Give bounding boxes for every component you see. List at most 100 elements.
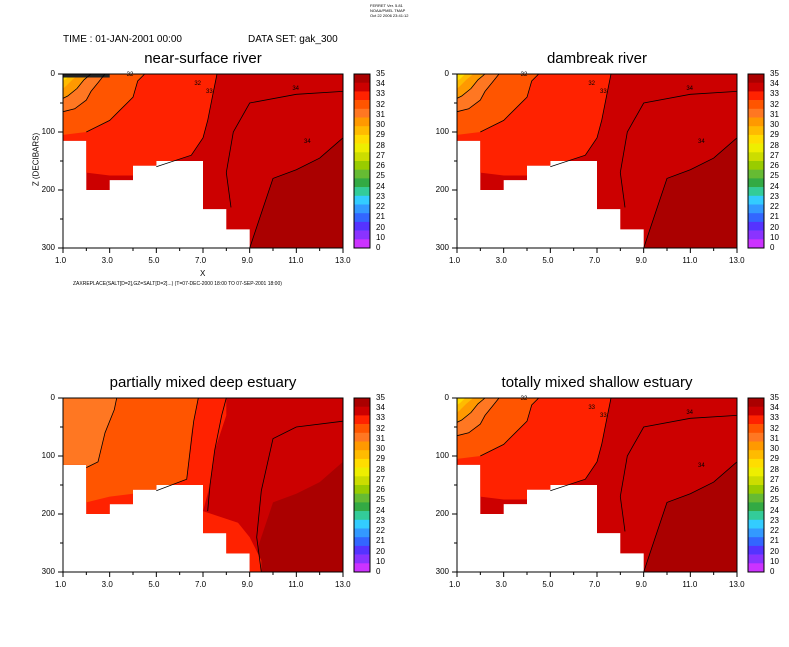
y-tick-label: 200	[435, 185, 449, 194]
contour-label: 32	[588, 80, 596, 87]
colorbar-label: 21	[376, 212, 385, 222]
colorbar-label: 24	[376, 505, 385, 515]
colorbar-swatch	[354, 91, 370, 101]
salinity-field	[457, 398, 737, 572]
colorbar-swatch	[748, 82, 764, 92]
colorbar-label: 20	[770, 222, 779, 232]
contour-line-6	[62, 73, 92, 99]
panel-title: totally mixed shallow estuary	[501, 374, 693, 391]
colorbar-label: 20	[376, 222, 385, 232]
colorbar-label: 10	[376, 232, 385, 242]
contour-line-3	[207, 397, 227, 512]
colorbar-label: 0	[770, 567, 775, 576]
colorbar-swatch	[354, 161, 370, 170]
colorbar-swatch	[748, 406, 764, 416]
field-band-35	[249, 461, 343, 572]
contour-label: 33	[588, 404, 596, 411]
contour-line-2	[550, 397, 612, 492]
colorbar-swatch	[354, 554, 370, 564]
x-tick-label: 5.0	[148, 580, 160, 589]
contour-line-3	[619, 91, 738, 208]
contour-label: 34	[686, 86, 694, 93]
colorbar-swatch	[748, 126, 764, 136]
colorbar-frame	[353, 397, 371, 573]
colorbar-label: 25	[376, 171, 385, 181]
colorbar-swatch	[354, 441, 370, 451]
version-line-1: FERRET Ver. 5.81	[370, 3, 403, 8]
colorbar-label: 32	[376, 99, 385, 109]
contour-line-4	[643, 137, 738, 249]
colorbar-label: 26	[376, 485, 385, 495]
chart-panel-2	[452, 73, 765, 253]
colorbar-label: 23	[770, 515, 779, 525]
colorbar-label: 33	[770, 89, 779, 99]
colorbar-swatch	[354, 204, 370, 214]
field-band-35	[643, 137, 737, 248]
colorbar-swatch	[354, 239, 370, 249]
contour-line-2	[550, 73, 612, 168]
colorbar-label: 22	[770, 202, 779, 212]
contour-line-4	[643, 461, 738, 573]
colorbar	[353, 397, 371, 573]
colorbar-label: 21	[770, 536, 779, 546]
dataset-label: DATA SET: gak_300	[248, 34, 338, 45]
y-tick-label: 200	[435, 509, 449, 518]
colorbar-frame	[353, 73, 371, 249]
colorbar-swatch	[748, 134, 764, 144]
colorbar-swatch	[748, 537, 764, 547]
colorbar-swatch	[748, 398, 764, 407]
x-tick-label: 7.0	[195, 256, 207, 265]
contour-line-1	[86, 73, 145, 133]
field-band-dense	[63, 74, 110, 78]
colorbar-swatch	[354, 493, 370, 503]
x-tick-label: 3.0	[495, 256, 507, 265]
contour-label: 34	[698, 462, 705, 469]
colorbar-swatch	[748, 152, 764, 162]
field-band-28	[457, 74, 466, 81]
contour-line-1	[480, 73, 539, 133]
colorbar-swatch	[748, 545, 764, 555]
colorbar-label: 30	[770, 120, 779, 130]
colorbar-label: 30	[376, 120, 385, 130]
colorbar-swatch	[748, 239, 764, 249]
x-tick-label: 7.0	[589, 580, 601, 589]
y-tick-label: 300	[41, 567, 55, 576]
y-axis-label: Z (DECIBARS)	[31, 132, 41, 187]
colorbar-label: 24	[376, 181, 385, 191]
colorbar-label: 31	[376, 433, 385, 443]
colorbar-frame	[747, 73, 765, 249]
colorbar-label: 22	[770, 526, 779, 536]
salinity-field	[63, 398, 343, 572]
colorbar-swatch	[748, 221, 764, 231]
colorbar-label: 10	[770, 232, 779, 242]
colorbar-swatch	[354, 563, 370, 573]
colorbar-swatch	[748, 493, 764, 503]
colorbar-swatch	[354, 485, 370, 494]
colorbar-label: 26	[770, 485, 779, 495]
x-tick-label: 11.0	[288, 256, 304, 265]
colorbar-label: 22	[376, 526, 385, 536]
y-tick-label: 300	[435, 567, 449, 576]
salinity-field	[63, 74, 343, 248]
x-tick-label: 1.0	[449, 256, 461, 265]
colorbar-swatch	[748, 161, 764, 170]
colorbar-label: 23	[376, 191, 385, 201]
colorbar-label: 29	[770, 454, 779, 464]
colorbar-swatch	[354, 117, 370, 127]
x-tick-label: 9.0	[241, 580, 253, 589]
colorbar	[353, 73, 371, 249]
x-tick-label: 9.0	[635, 256, 647, 265]
x-tick-label: 5.0	[542, 256, 554, 265]
chart-panel-1	[58, 73, 371, 253]
colorbar-swatch	[354, 126, 370, 136]
contour-label: 34	[698, 138, 705, 145]
colorbar-swatch	[354, 100, 370, 110]
contour-label: 32	[194, 80, 202, 87]
x-tick-label: 11.0	[682, 580, 698, 589]
contour-label: 33	[206, 89, 213, 96]
contour-label: 34	[686, 410, 694, 417]
contour-label: 33	[600, 89, 607, 96]
colorbar-swatch	[354, 511, 370, 521]
colorbar-swatch	[748, 143, 764, 153]
chart-panel-4	[452, 397, 765, 577]
